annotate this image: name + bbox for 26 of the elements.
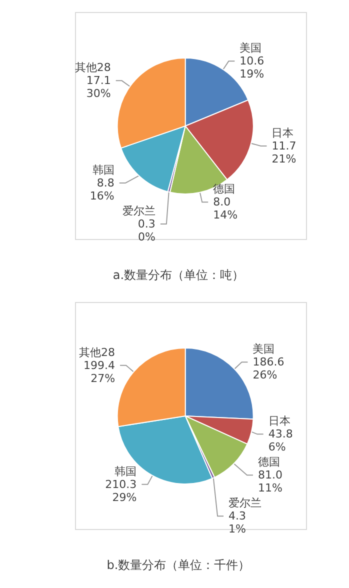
data-label: 10.6 19%	[240, 54, 264, 81]
data-label: 0.3 0%	[138, 218, 156, 244]
slice-label: 德国	[213, 182, 236, 196]
slice-label: 美国	[240, 42, 262, 55]
slice-label: 爱尔兰	[122, 204, 156, 218]
data-label: 210.3 29%	[105, 478, 137, 504]
text: b.数量分布（单位：千件）	[106, 558, 250, 572]
slice-label: 其他28	[74, 61, 111, 74]
data-label: 17.1 30%	[86, 74, 111, 100]
data-label: 11.7 21%	[272, 139, 296, 166]
data-label: 8.8 16%	[90, 176, 114, 203]
slice-label: 韩国	[114, 464, 137, 478]
slice-label: 美国	[252, 342, 275, 356]
slice-label: 韩国	[92, 164, 114, 177]
slice-label: 德国	[258, 456, 280, 469]
slice-label: 爱尔兰	[228, 496, 262, 510]
data-label: 8.0 14%	[213, 196, 238, 222]
slice-label: 日本	[272, 126, 294, 140]
data-label: 4.3 1%	[228, 510, 246, 536]
data-label: 199.4 27%	[84, 358, 116, 385]
data-label: 81.0 11%	[258, 468, 282, 495]
data-label: 43.8 6%	[268, 428, 293, 454]
data-label: 186.6 26%	[252, 356, 284, 382]
text: a.数量分布（单位：吨）	[112, 268, 244, 282]
slice-label: 日本	[268, 414, 290, 428]
slice-label: 其他28	[79, 346, 116, 359]
